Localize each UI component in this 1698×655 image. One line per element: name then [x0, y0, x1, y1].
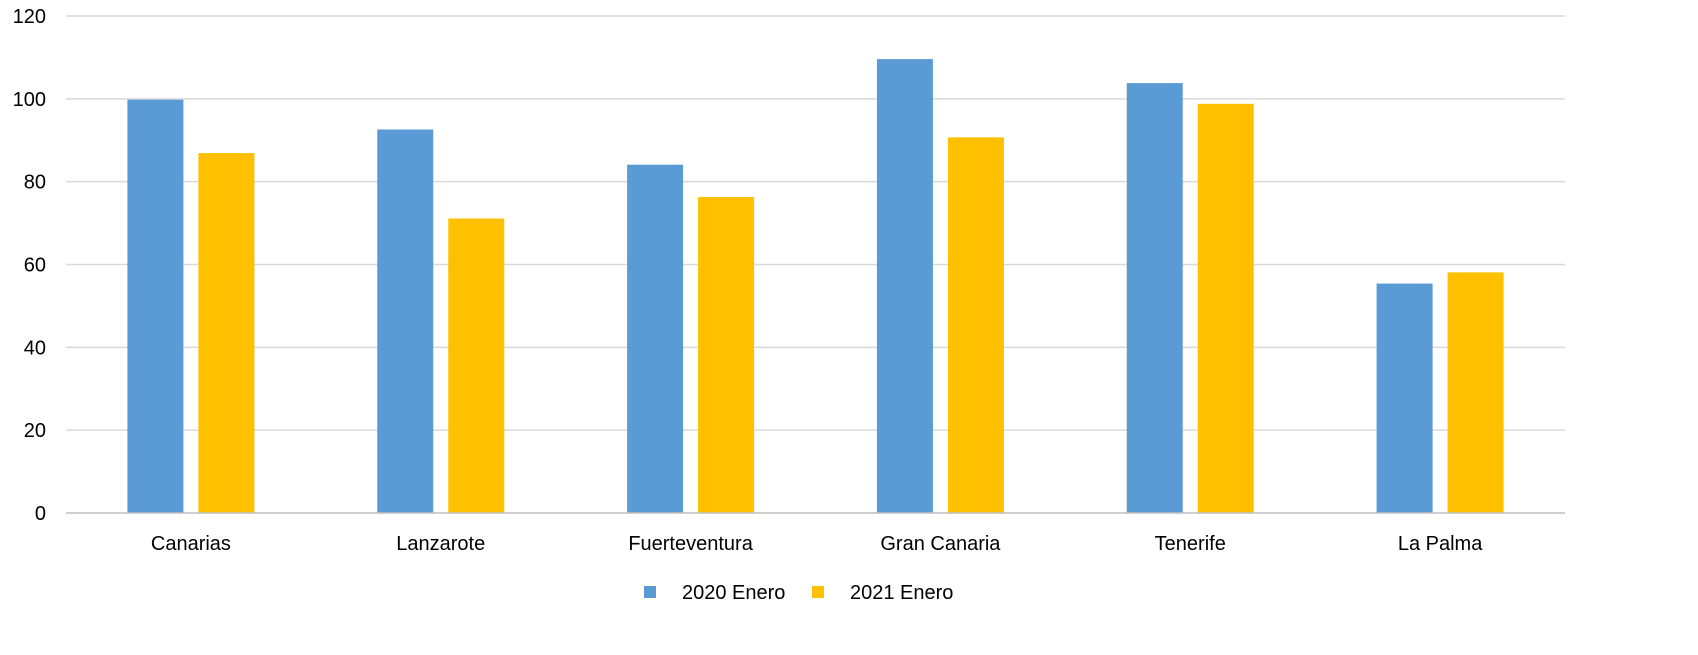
- bar-2020-fuerteventura: [627, 164, 684, 513]
- bar-2021-canarias: [198, 153, 255, 513]
- category-label: La Palma: [1398, 533, 1483, 555]
- category-label: Fuerteventura: [628, 533, 753, 555]
- legend-swatch: [644, 586, 656, 598]
- y-tick-label: 40: [24, 337, 46, 359]
- bar-2021-la-palma: [1447, 272, 1504, 513]
- legend-label: 2021 Enero: [850, 582, 953, 604]
- bar-2021-gran-canaria: [947, 137, 1004, 513]
- bar-2020-la-palma: [1376, 283, 1433, 513]
- y-tick-label: 120: [13, 6, 46, 28]
- y-tick-label: 60: [24, 255, 46, 277]
- legend: 2020 Enero 2021 Enero: [644, 582, 953, 604]
- x-axis-categories: Canarias Lanzarote Fuerteventura Gran Canar…: [151, 533, 1483, 555]
- bar-2020-canarias: [127, 99, 184, 513]
- bar-2020-tenerife: [1126, 83, 1183, 513]
- y-tick-label: 100: [13, 89, 46, 111]
- bar-2020-gran-canaria: [876, 59, 933, 513]
- bar-2021-fuerteventura: [698, 196, 755, 513]
- y-tick-label: 0: [35, 503, 46, 525]
- y-tick-label: 80: [24, 172, 46, 194]
- legend-label: 2020 Enero: [682, 582, 785, 604]
- legend-swatch: [812, 586, 824, 598]
- bar-2021-lanzarote: [448, 218, 505, 513]
- category-label: Lanzarote: [396, 533, 485, 555]
- category-label: Tenerife: [1155, 533, 1226, 555]
- gridlines: [66, 15, 1565, 431]
- bar-2020-lanzarote: [377, 129, 434, 513]
- category-label: Gran Canaria: [880, 533, 1001, 555]
- category-label: Canarias: [151, 533, 231, 555]
- y-axis-ticks: 0 20 40 60 80 100 120: [13, 6, 46, 525]
- bar-2021-tenerife: [1197, 103, 1254, 513]
- bars: [127, 59, 1504, 513]
- y-tick-label: 20: [24, 420, 46, 442]
